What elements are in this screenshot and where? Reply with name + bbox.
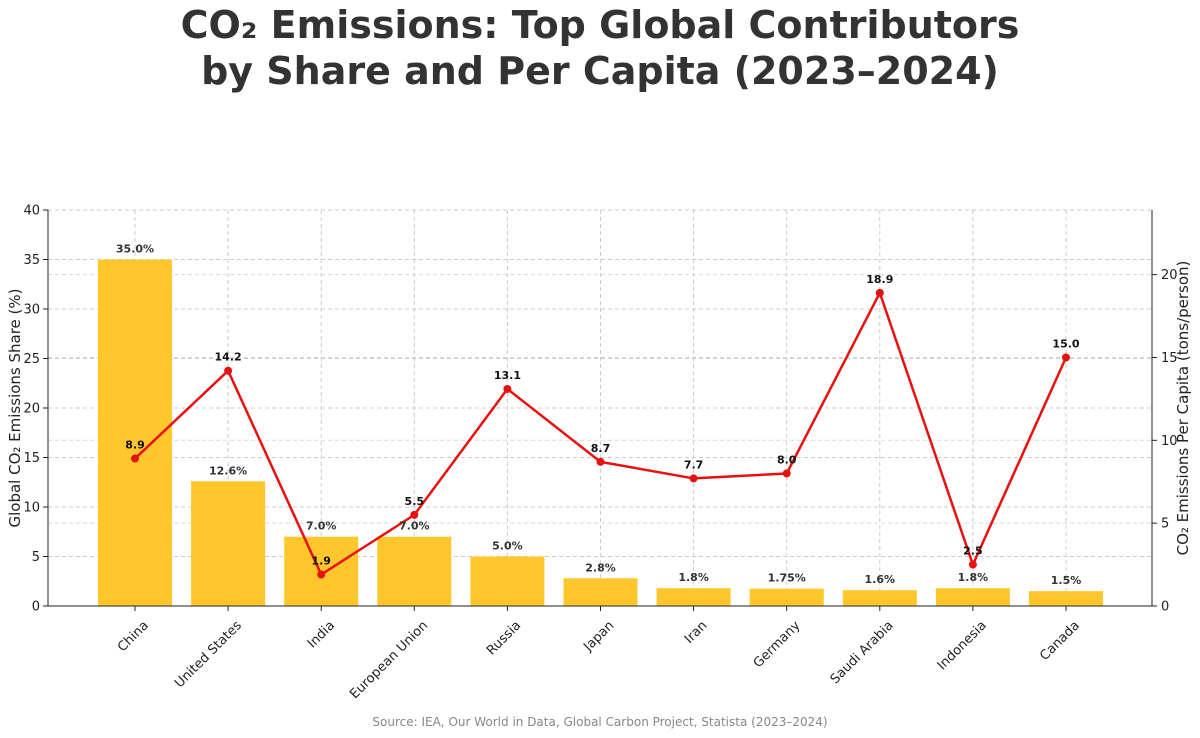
line-value-label: 15.0	[1052, 337, 1079, 350]
chart-title-line-1: CO₂ Emissions: Top Global Contributors	[181, 3, 1020, 47]
x-tick-label: Japan	[580, 618, 617, 655]
y-tick-label-left: 15	[23, 451, 40, 466]
bar	[749, 588, 824, 606]
bar	[935, 588, 1010, 606]
line-point	[782, 469, 791, 478]
bar-value-label: 7.0%	[399, 520, 430, 533]
source-note: Source: IEA, Our World in Data, Global C…	[372, 715, 827, 729]
x-tick-label: United States	[172, 618, 245, 691]
line-series	[131, 288, 1070, 579]
bar-value-label: 12.6%	[209, 464, 247, 477]
line-point	[410, 510, 419, 519]
y-tick-label-right: 15	[1161, 351, 1178, 366]
bar	[842, 590, 917, 606]
y-axis-label-right: CO₂ Emissions Per Capita (tons/person)	[1174, 261, 1192, 556]
bar	[470, 556, 545, 606]
y-axis-label-left: Global CO₂ Emissions Share (%)	[6, 288, 24, 527]
y-tick-label-left: 0	[32, 600, 40, 615]
y-tick-label-right: 0	[1161, 600, 1169, 615]
chart-title-line-2: by Share and Per Capita (2023–2024)	[201, 49, 999, 93]
line-value-label: 13.1	[494, 369, 521, 382]
bar	[98, 259, 172, 606]
line-point	[317, 570, 326, 579]
x-tick-label: Canada	[1037, 618, 1083, 664]
bar-value-label: 5.0%	[492, 540, 523, 553]
bar	[377, 536, 452, 606]
line-point	[689, 474, 698, 483]
bar-value-label: 7.0%	[306, 520, 337, 533]
line-value-label: 8.0	[777, 453, 797, 466]
x-tick-label: Germany	[751, 618, 804, 671]
bar-value-label: 1.75%	[768, 572, 806, 585]
bar-series	[98, 259, 1103, 606]
bar-value-label: 35.0%	[116, 243, 154, 256]
line-value-label: 8.7	[591, 442, 611, 455]
y-tick-label-left: 30	[23, 303, 40, 318]
bar	[1029, 591, 1103, 606]
y-tick-label-right: 20	[1161, 268, 1178, 283]
y-tick-label-left: 35	[23, 253, 40, 268]
line-point	[596, 457, 605, 466]
line-point	[131, 454, 139, 463]
line-value-label: 5.5	[405, 495, 425, 508]
line-value-label: 1.9	[311, 555, 331, 568]
line-value-label: 14.2	[215, 351, 242, 364]
line-point	[503, 384, 512, 393]
data-labels: 35.0% 12.6% 7.0% 7.0% 5.0% 2.8% 1.8% 1.75% 1.6% 1…	[116, 243, 1081, 588]
y-tick-label-right: 5	[1161, 517, 1169, 532]
bar	[563, 578, 638, 606]
line-value-label: 8.9	[125, 439, 145, 452]
line-point	[968, 560, 977, 569]
y-tick-label-left: 40	[23, 204, 40, 219]
x-tick-label: Indonesia	[935, 618, 990, 673]
x-tick-label: Saudi Arabia	[828, 618, 897, 687]
bar	[656, 588, 731, 606]
x-tick-label: Russia	[484, 618, 524, 658]
bar	[191, 481, 266, 606]
y-tick-label-left: 20	[23, 402, 40, 417]
bar-value-label: 1.8%	[678, 571, 709, 584]
y-tick-label-right: 10	[1161, 434, 1178, 449]
x-tick-label: Iran	[682, 618, 711, 647]
bar-value-label: 2.8%	[585, 561, 616, 574]
line-point	[224, 366, 233, 375]
x-tick-label: China	[115, 618, 152, 655]
bar-value-label: 1.6%	[865, 573, 896, 586]
line-value-label: 18.9	[866, 273, 893, 286]
y-tick-label-left: 10	[23, 501, 40, 516]
line-value-label: 7.7	[684, 458, 704, 471]
y-tick-label-left: 5	[32, 550, 40, 565]
line-point	[1062, 353, 1070, 362]
x-tick-label: European Union	[347, 618, 431, 702]
y-tick-label-left: 25	[23, 352, 40, 367]
bar-value-label: 1.8%	[958, 571, 989, 584]
line-value-label: 2.5	[963, 545, 983, 558]
x-tick-label: India	[305, 618, 338, 651]
line-point	[875, 288, 884, 297]
bar-value-label: 1.5%	[1051, 574, 1082, 587]
